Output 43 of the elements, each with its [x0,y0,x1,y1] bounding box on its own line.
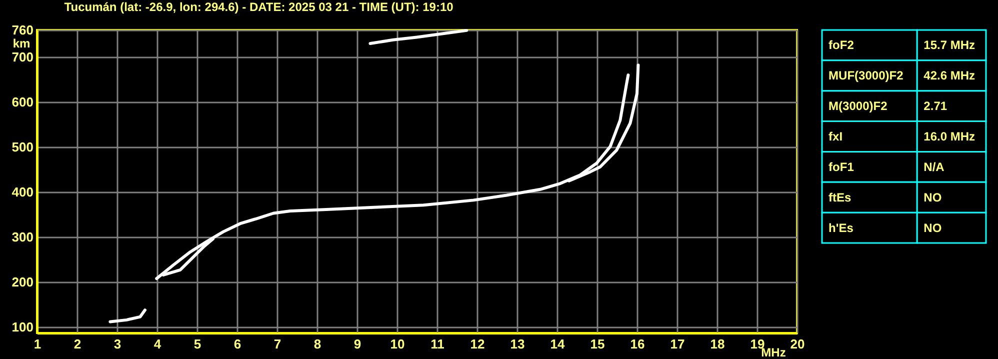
x-tick-label: 8 [314,336,322,352]
text: M(3000)F2 [828,99,888,114]
x-tick-label: 13 [510,336,525,352]
y-tick-label: 400 [12,184,34,200]
x-tick-label: 12 [470,336,485,352]
x-tick-label: 9 [354,336,362,352]
x-tick-label: 11 [430,336,444,352]
x-tick-label: 20 [790,336,805,352]
y-tick-label: 500 [12,140,34,155]
y-tick-label: 600 [12,94,34,110]
x-tick-label: 17 [670,336,685,352]
x-tick-label: 2 [74,336,82,352]
text: foF2 [828,38,854,52]
text: 15.7 MHz [924,38,976,52]
text: foF1 [828,160,854,174]
chart-title: Tucumán (lat: -26.9, lon: 294.6) - DATE: 2025 03 21 - TIME (UT): 19:10 [64,0,454,14]
text: ftEs [828,190,852,204]
x-tick-label: 3 [114,336,122,352]
text: 2.71 [924,99,948,114]
y-tick-label: 300 [12,230,34,245]
text: NO [924,190,942,204]
text: MUF(3000)F2 [828,68,904,83]
x-tick-label: 14 [550,336,566,352]
y-tick-label: 100 [12,320,34,335]
text: fxI [828,130,843,144]
y-tick-label: 200 [12,274,34,290]
x-tick-label: 1 [34,336,42,352]
x-tick-label: 10 [390,336,405,352]
text: N/A [924,160,945,174]
y-tick-label: 700 [12,50,34,65]
text: h'Es [828,220,854,235]
text: NO [924,220,942,235]
x-tick-label: 18 [710,336,725,352]
x-tick-label: 7 [274,336,282,352]
x-tick-label: 5 [194,336,202,352]
x-tick-label: 15 [590,336,605,352]
text: 42.6 MHz [924,68,976,83]
y-axis-title: km [12,36,30,50]
text: 16.0 MHz [924,130,976,144]
x-tick-label: 4 [154,336,162,352]
y-tick-label: 760 [12,22,34,38]
x-tick-label: 16 [630,336,645,352]
x-tick-label: 6 [234,336,242,352]
